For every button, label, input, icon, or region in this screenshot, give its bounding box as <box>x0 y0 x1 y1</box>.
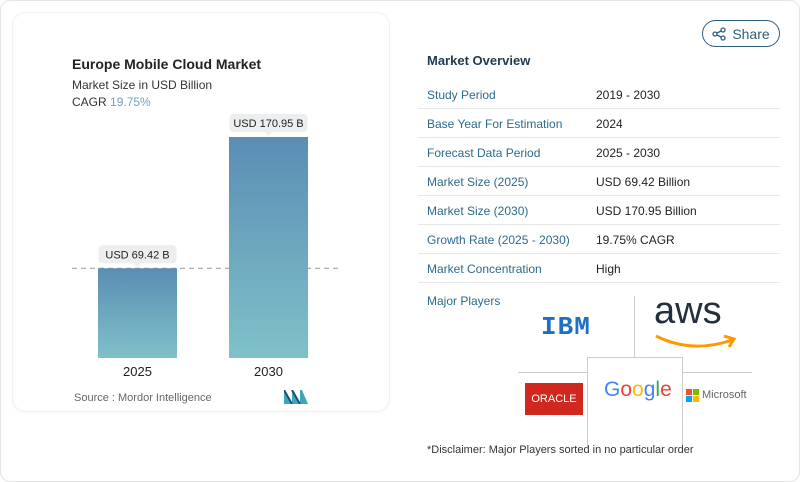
overview-title: Market Overview <box>427 53 531 68</box>
oracle-logo: ORACLE <box>525 383 583 415</box>
row-value: 2024 <box>596 117 623 131</box>
mordor-logo-icon <box>284 390 308 404</box>
row-label: Growth Rate (2025 - 2030) <box>427 233 570 247</box>
chart-card <box>12 12 390 412</box>
google-logo: Google <box>604 378 672 401</box>
data-label-bg <box>98 245 177 264</box>
overview-row: Base Year For Estimation 2024 <box>418 109 780 138</box>
source: Source : Mordor Intelligence <box>74 392 212 404</box>
row-value: 19.75% CAGR <box>596 233 675 247</box>
row-label: Market Concentration <box>427 262 542 276</box>
bar-2025 <box>98 268 177 358</box>
data-label-pointer <box>133 263 142 268</box>
data-label-bg <box>229 114 308 132</box>
share-icon <box>712 26 726 41</box>
share-label: Share <box>732 25 770 42</box>
microsoft-windows-icon <box>686 389 699 402</box>
bar-chart: USD 69.42 B 2025 USD 170.95 B 2030 <box>72 114 338 379</box>
overview-row: Forecast Data Period 2025 - 2030 <box>418 138 780 167</box>
aws-logo: aws <box>654 290 722 332</box>
x-tick-label: 2030 <box>254 364 283 379</box>
row-value: 2025 - 2030 <box>596 146 661 160</box>
major-players-label: Major Players <box>427 294 501 308</box>
microsoft-logo: Microsoft <box>702 389 747 401</box>
row-value: High <box>596 262 621 276</box>
disclaimer: *Disclaimer: Major Players sorted in no … <box>427 444 694 456</box>
ibm-logo: IBM <box>541 312 591 342</box>
row-label: Forecast Data Period <box>427 146 541 160</box>
cagr-value: 19.75% <box>110 95 151 109</box>
data-label-pointer <box>264 132 273 136</box>
overview-row: Growth Rate (2025 - 2030) 19.75% CAGR <box>418 225 780 254</box>
overview-row: Market Size (2030) USD 170.95 Billion <box>418 196 780 225</box>
overview-row: Market Size (2025) USD 69.42 Billion <box>418 167 780 196</box>
overview-row: Market Concentration High <box>418 254 780 283</box>
bar-2030 <box>229 137 308 358</box>
row-label: Study Period <box>427 88 496 102</box>
share-button[interactable]: Share <box>702 20 780 47</box>
amazon-arrow-icon <box>655 334 737 348</box>
row-label: Base Year For Estimation <box>427 117 563 131</box>
row-value: USD 69.42 Billion <box>596 175 691 189</box>
row-value: 2019 - 2030 <box>596 88 661 102</box>
cagr: CAGR 19.75% <box>72 95 151 109</box>
row-label: Market Size (2025) <box>427 175 529 189</box>
overview-row: Study Period 2019 - 2030 <box>418 80 780 109</box>
row-label: Market Size (2030) <box>427 204 529 218</box>
data-label: USD 69.42 B <box>105 249 169 261</box>
data-label: USD 170.95 B <box>233 118 303 130</box>
chart-title: Europe Mobile Cloud Market <box>72 56 262 72</box>
x-tick-label: 2025 <box>123 364 152 379</box>
cagr-label: CAGR <box>72 95 107 109</box>
row-value: USD 170.95 Billion <box>596 204 697 218</box>
chart-subtitle: Market Size in USD Billion <box>72 78 213 92</box>
